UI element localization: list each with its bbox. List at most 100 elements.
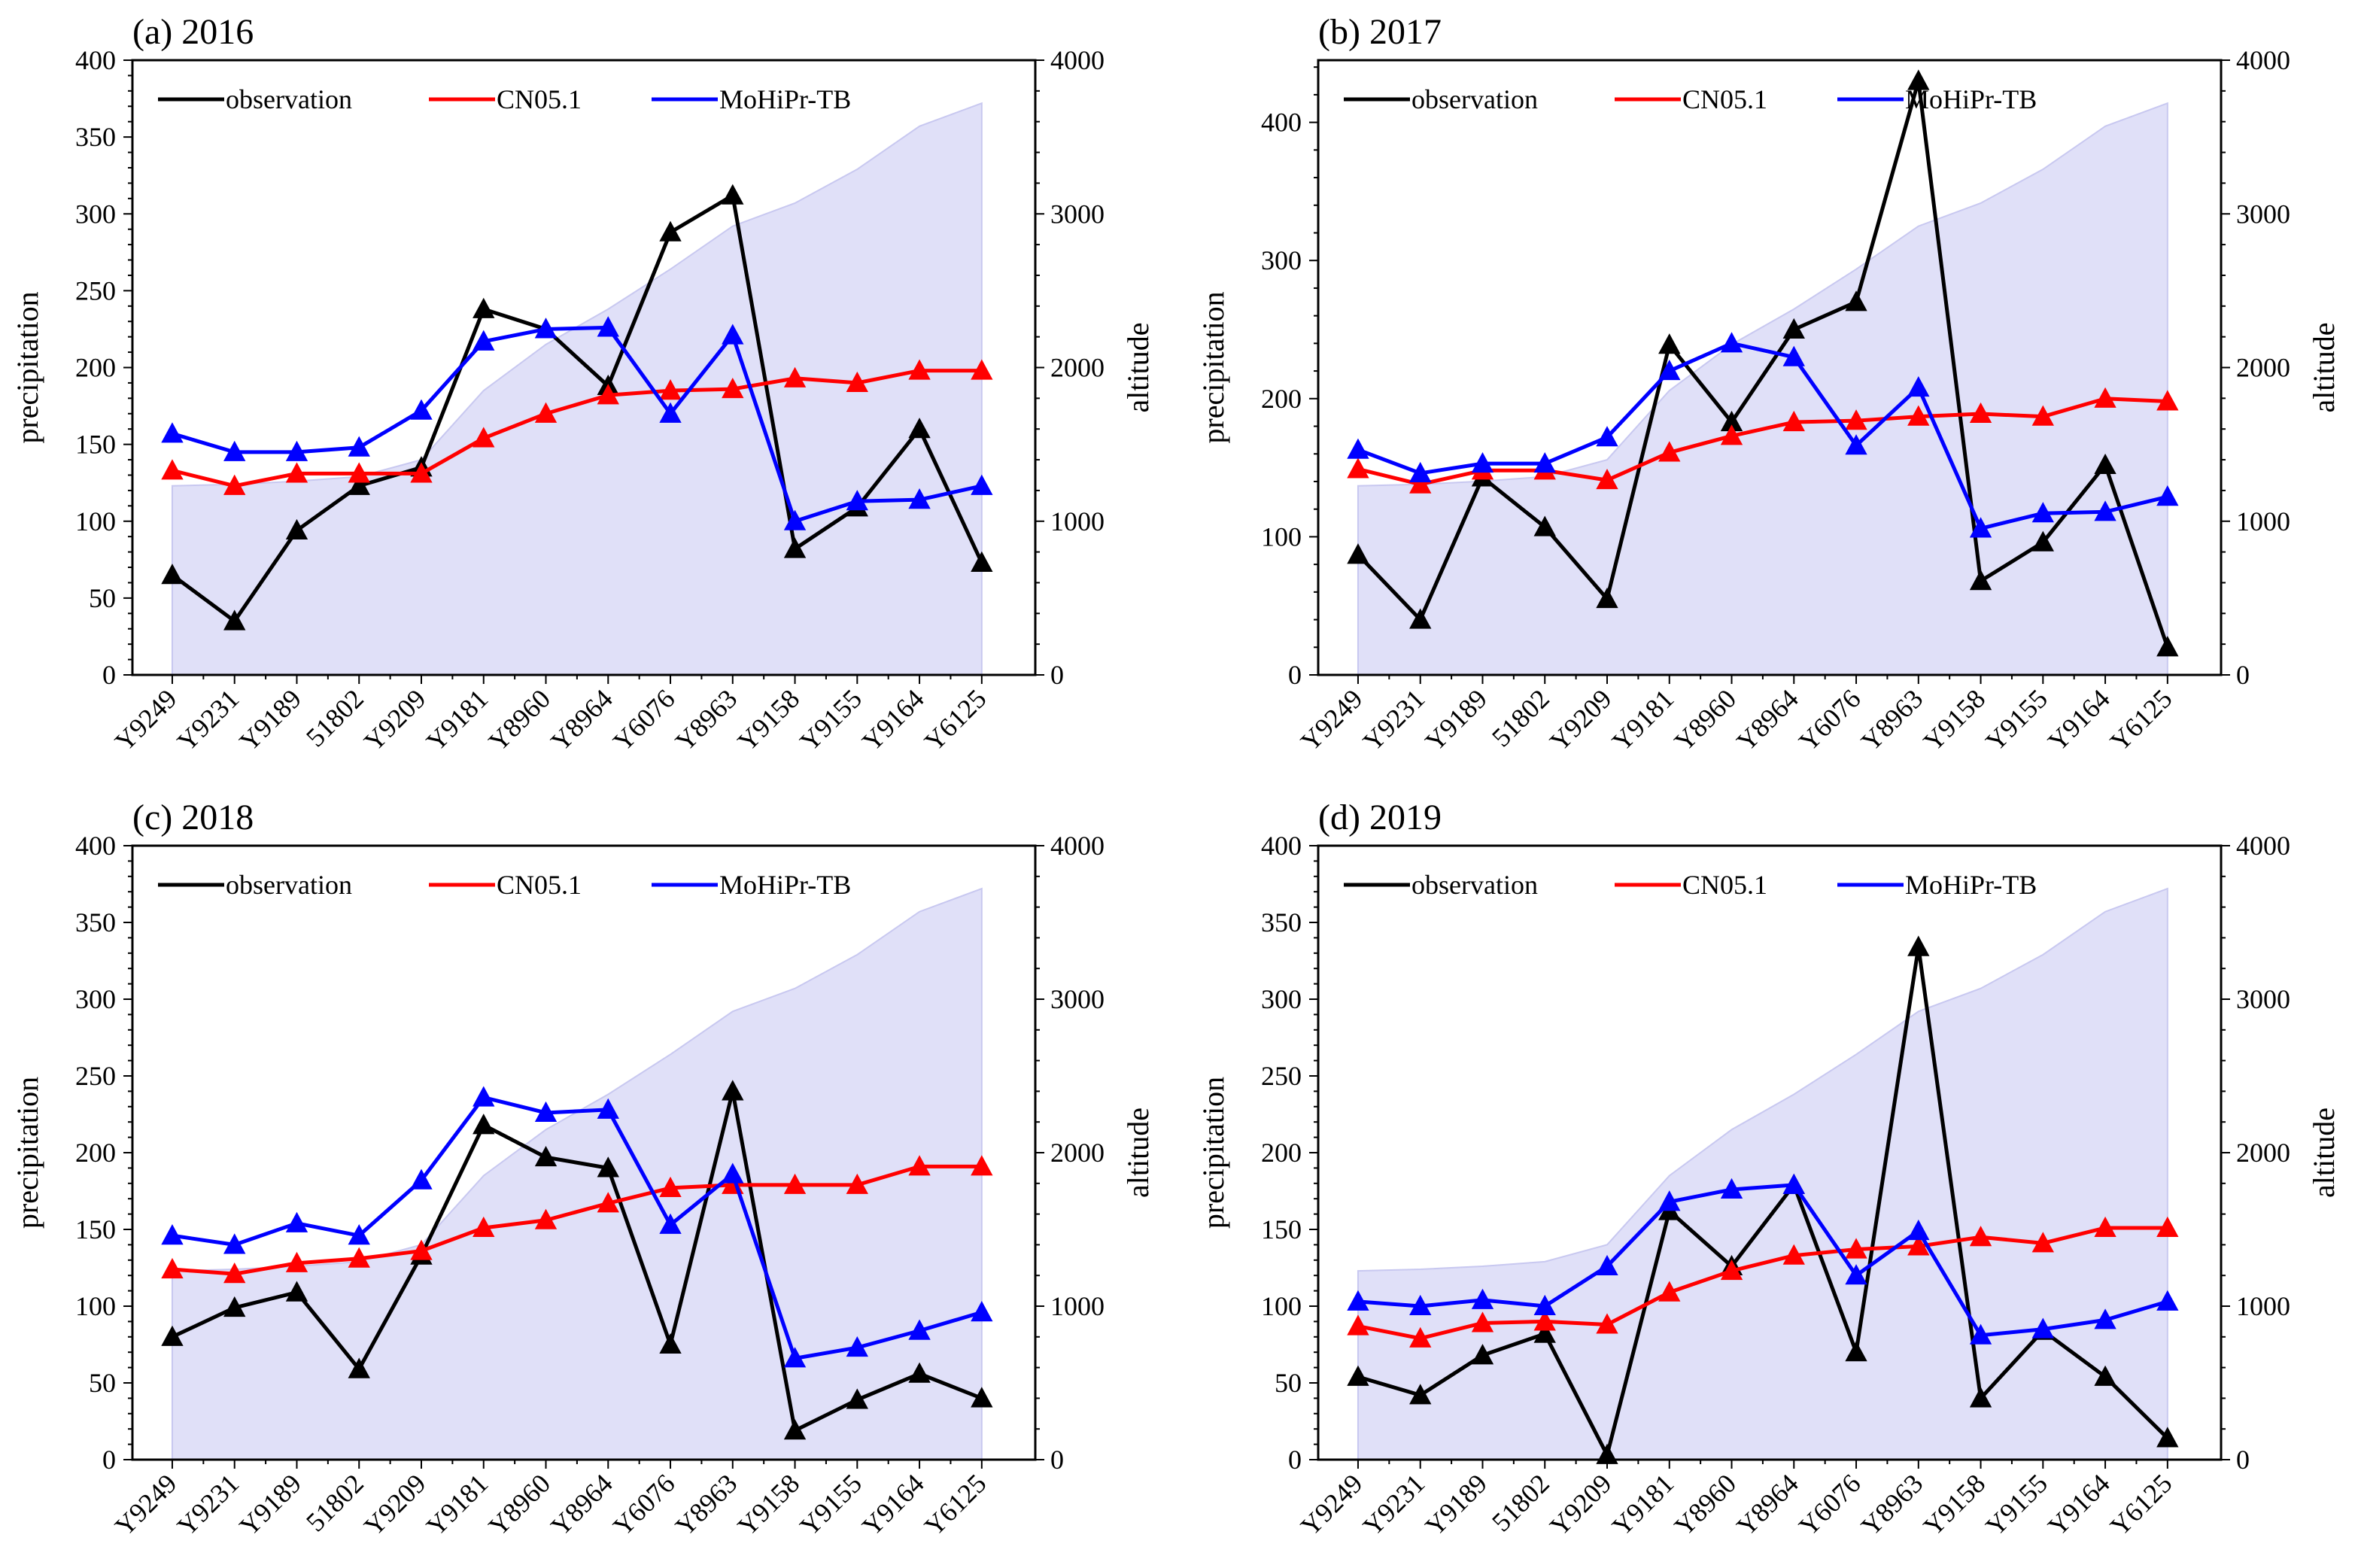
y-tick-label: 100 [75,506,116,536]
y-tick-label: 150 [1261,1214,1302,1244]
y-tick-label: 50 [89,583,116,613]
data-point-marker [1907,376,1930,397]
x-tick-label: 51802 [300,1468,369,1537]
x-tick-label: Y6125 [919,683,992,757]
data-point-marker [971,474,993,495]
data-point-marker [1347,1365,1369,1386]
data-point-marker [1596,469,1618,490]
data-point-marker [1658,1281,1681,1302]
legend-label: MoHiPr-TB [1905,870,2037,900]
data-point-marker [1409,473,1432,494]
data-point-marker [971,359,993,380]
y-tick-label: 0 [102,1445,116,1475]
data-point-marker [1907,69,1930,90]
legend-label: observation [1411,870,1538,900]
data-point-marker [1533,515,1556,536]
data-point-marker [1409,1294,1432,1316]
x-tick-label: Y9189 [1420,1468,1494,1542]
x-tick-label: Y9164 [856,1468,930,1542]
y-axis-title: precipitation [11,291,44,443]
x-tick-label: Y9158 [1918,1468,1992,1542]
y2-axis-title: altitude [2307,1108,2341,1198]
y2-axis-title: altitude [1121,1108,1155,1198]
x-tick-label: Y6076 [607,1468,681,1542]
data-point-marker [659,1332,682,1354]
data-point-marker [1658,359,1681,381]
altitude-area [1357,102,2168,676]
y2-tick-label: 0 [1050,1445,1064,1475]
y2-tick-label: 1000 [2236,1291,2290,1321]
y-tick-label: 100 [1261,1291,1302,1321]
data-point-marker [1409,608,1432,629]
x-tick-label: Y9164 [856,683,930,757]
data-point-marker [1969,1387,1992,1408]
x-tick-label: Y9181 [1606,683,1680,757]
data-point-marker [1782,345,1805,366]
legend-label: CN05.1 [497,870,582,900]
y-tick-label: 0 [1288,1445,1302,1475]
data-point-marker [2094,500,2116,521]
data-point-marker [473,330,495,351]
data-point-marker [473,427,495,448]
x-tick-label: Y8963 [1855,683,1929,757]
data-point-marker [1471,1288,1494,1309]
y-tick-label: 200 [75,353,116,383]
data-point-marker [1409,1384,1432,1405]
y2-tick-label: 0 [2236,1445,2250,1475]
x-tick-label: Y8963 [670,1468,743,1542]
data-point-marker [1782,1173,1805,1194]
x-tick-label: 51802 [1486,1468,1555,1537]
data-point-marker [2156,1290,2179,1311]
data-point-marker [783,1347,807,1368]
x-tick-label: Y9155 [794,683,868,757]
data-point-marker [223,474,246,495]
x-tick-label: Y8964 [545,1468,618,1542]
data-point-marker [597,384,619,405]
x-tick-label: Y9155 [794,1468,868,1542]
data-point-marker [783,509,807,530]
data-point-marker [534,318,558,339]
data-point-marker [1969,402,1992,424]
data-point-marker [285,1251,308,1272]
data-point-marker [473,1114,495,1135]
data-point-marker [161,1257,184,1279]
data-point-marker [2094,1216,2116,1238]
data-point-marker [1720,1178,1743,1199]
x-tick-label: Y9189 [1420,683,1494,757]
legend-label: observation [226,870,352,900]
y2-tick-label: 2000 [1050,1138,1105,1168]
data-point-marker [846,1336,868,1357]
data-point-marker [2031,502,2054,523]
x-tick-label: Y6076 [1793,683,1867,757]
data-point-marker [1658,1190,1681,1211]
data-point-marker [1907,1235,1930,1256]
data-point-marker [1533,1294,1556,1316]
data-point-marker [1782,318,1805,339]
y2-tick-label: 3000 [1050,984,1105,1014]
data-point-marker [223,1263,246,1284]
data-point-marker [1347,1290,1369,1311]
data-point-marker [1533,451,1556,473]
data-point-marker [1347,438,1369,459]
data-point-marker [1969,1226,1992,1247]
x-tick-label: Y9155 [1980,683,2053,757]
data-point-marker [223,1233,246,1254]
data-point-marker [1845,1238,1867,1259]
data-point-marker [1720,1259,1743,1281]
data-point-marker [2156,485,2179,506]
data-point-marker [473,297,495,318]
y2-tick-label: 2000 [1050,353,1105,383]
data-point-marker [597,1156,619,1178]
data-point-marker [285,462,308,483]
y2-tick-label: 1000 [2236,506,2290,536]
panel-title: (c) 2018 [132,798,254,837]
y-tick-label: 400 [1261,108,1302,138]
x-tick-label: 51802 [1486,683,1555,752]
data-point-marker [1969,570,1992,591]
data-point-marker [1907,935,1930,956]
x-tick-label: Y8964 [1731,1468,1804,1542]
series-line-mohipr-tb [172,1095,983,1360]
series-line-mohipr-tb [1357,341,2168,530]
series-line-observation [171,1089,983,1433]
